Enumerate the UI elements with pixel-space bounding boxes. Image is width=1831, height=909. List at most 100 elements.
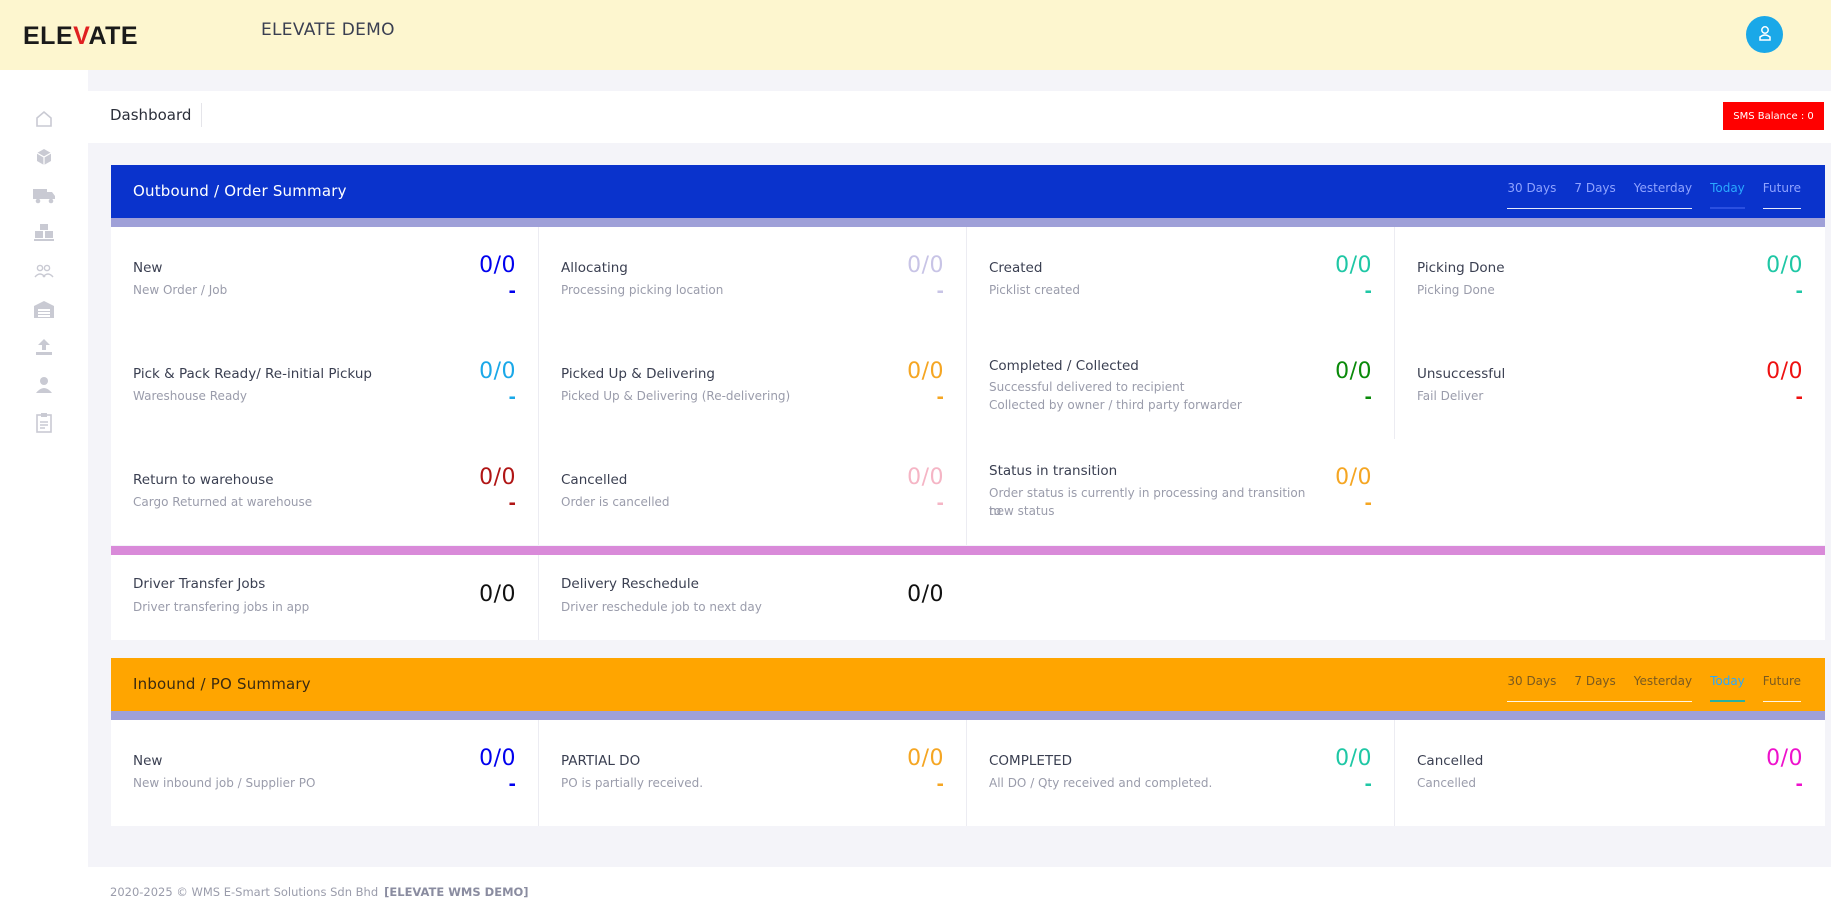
status-trend: - [508,281,516,302]
logo-text-part: ELE [23,22,74,50]
status-title: Driver Transfer Jobs [133,576,266,592]
section-title: Inbound / PO Summary [133,675,311,693]
section-stripe [111,546,1825,555]
section-stripe [111,218,1825,227]
status-count: 0/0 [1335,253,1372,278]
status-card-unsuccessful[interactable]: Unsuccessful Fail Deliver 0/0 - [1395,333,1825,439]
status-subtitle: New Order / Job [133,283,228,297]
logo[interactable]: ELEVATE [23,22,138,51]
outbound-status-grid: New New Order / Job 0/0 - Allocating Pro… [111,227,1825,545]
divider [966,720,967,826]
status-title: Unsuccessful [1417,366,1506,382]
tab-future[interactable]: Future [1762,181,1801,209]
inbound-card-completed[interactable]: COMPLETED All DO / Qty received and comp… [967,720,1394,826]
status-title: Picking Done [1417,260,1505,276]
tab-today[interactable]: Today [1710,674,1745,702]
pallet-icon[interactable] [31,220,57,246]
status-count: 0/0 [479,746,516,771]
status-trend: - [508,774,516,795]
inbound-card-partial-do[interactable]: PARTIAL DO PO is partially received. 0/0… [539,720,966,826]
truck-icon[interactable] [31,182,57,208]
status-subtitle: Processing picking location [561,283,724,297]
status-title: Delivery Reschedule [561,576,699,592]
divider [1745,674,1763,702]
logo-text-part: ATE [88,22,139,50]
status-count: 0/0 [1766,359,1803,384]
status-card-allocating[interactable]: Allocating Processing picking location 0… [539,227,966,333]
box-icon[interactable] [31,144,57,170]
status-subtitle: Driver transfering jobs in app [133,600,310,614]
status-card-picked-up-delivering[interactable]: Picked Up & Delivering Picked Up & Deliv… [539,333,966,439]
user-menu-button[interactable] [1746,16,1783,53]
status-title: New [133,753,163,769]
status-trend: - [936,281,944,302]
app-title: ELEVATE DEMO [261,20,395,40]
tab-7-days[interactable]: 7 Days [1574,181,1616,209]
status-card-created[interactable]: Created Picklist created 0/0 - [967,227,1394,333]
status-trend: - [508,493,516,514]
divider [1394,227,1395,439]
section-title: Outbound / Order Summary [133,182,347,200]
warehouse-icon[interactable] [31,296,57,322]
clipboard-icon[interactable] [31,410,57,436]
status-trend: - [936,774,944,795]
driver-jobs-row: Driver Transfer Jobs Driver transfering … [111,555,1825,640]
status-count: 0/0 [907,253,944,278]
divider [1556,674,1575,702]
status-subtitle: Picked Up & Delivering (Re-delivering) [561,389,791,403]
divider [538,720,539,826]
status-card-new[interactable]: New New Order / Job 0/0 - [111,227,538,333]
inbound-card-cancelled[interactable]: Cancelled Cancelled 0/0 - [1395,720,1825,826]
divider [966,227,967,545]
driver-transfer-jobs-card[interactable]: Driver Transfer Jobs Driver transfering … [111,555,538,640]
inbound-card-new[interactable]: New New inbound job / Supplier PO 0/0 - [111,720,538,826]
status-card-completed-collected[interactable]: Completed / Collected Successful deliver… [967,333,1394,439]
status-count: 0/0 [1766,746,1803,771]
footer-brand: [ELEVATE WMS DEMO] [384,885,529,899]
footer: 2020-2025 © WMS E-Smart Solutions Sdn Bh… [88,867,1831,909]
status-card-cancelled[interactable]: Cancelled Order is cancelled 0/0 - [539,439,966,545]
tab-today[interactable]: Today [1710,181,1745,209]
status-subtitle-secondary: Collected by owner / third party forward… [989,398,1242,412]
upload-icon[interactable] [31,334,57,360]
status-trend: - [1795,387,1803,408]
divider [1745,181,1763,209]
divider [1615,674,1634,702]
sms-balance-badge[interactable]: SMS Balance : 0 [1723,102,1824,130]
status-card-picking-done[interactable]: Picking Done Picking Done 0/0 - [1395,227,1825,333]
tab-7-days[interactable]: 7 Days [1574,674,1616,702]
status-title: Cancelled [561,472,628,488]
status-card-pick-pack-ready[interactable]: Pick & Pack Ready/ Re-initial Pickup War… [111,333,538,439]
status-subtitle: PO is partially received. [561,776,704,790]
tab-30-days[interactable]: 30 Days [1507,181,1557,209]
status-title: Created [989,260,1043,276]
status-subtitle: Fail Deliver [1417,389,1484,403]
status-subtitle: Wareshouse Ready [133,389,248,403]
logo-text-accent: V [73,22,89,50]
status-card-status-in-transition[interactable]: Status in transition Order status is cur… [967,439,1394,545]
status-trend: - [936,387,944,408]
status-count: 0/0 [479,253,516,278]
outbound-period-tabs: 30 Days 7 Days Yesterday Today Future [1507,181,1801,209]
users-icon[interactable] [31,258,57,284]
status-trend: - [936,493,944,514]
outbound-summary-header: Outbound / Order Summary 30 Days 7 Days … [111,165,1825,218]
tab-future[interactable]: Future [1762,674,1801,702]
status-subtitle: New inbound job / Supplier PO [133,776,316,790]
home-icon[interactable] [31,106,57,132]
divider [1615,181,1634,209]
delivery-reschedule-card[interactable]: Delivery Reschedule Driver reschedule jo… [539,555,966,640]
status-card-return-to-warehouse[interactable]: Return to warehouse Cargo Returned at wa… [111,439,538,545]
status-subtitle: Picklist created [989,283,1081,297]
tab-yesterday[interactable]: Yesterday [1633,181,1693,209]
divider [1692,674,1710,702]
status-title: COMPLETED [989,753,1073,769]
footer-copyright-text: 2020-2025 © WMS E-Smart Solutions Sdn Bh… [110,885,379,899]
user-group-icon[interactable] [31,372,57,398]
status-title: Picked Up & Delivering [561,366,716,382]
status-count: 0/0 [1335,465,1372,490]
tab-yesterday[interactable]: Yesterday [1633,674,1693,702]
status-title: Pick & Pack Ready/ Re-initial Pickup [133,366,372,382]
tab-30-days[interactable]: 30 Days [1507,674,1557,702]
inbound-status-grid: New New inbound job / Supplier PO 0/0 - … [111,720,1825,826]
